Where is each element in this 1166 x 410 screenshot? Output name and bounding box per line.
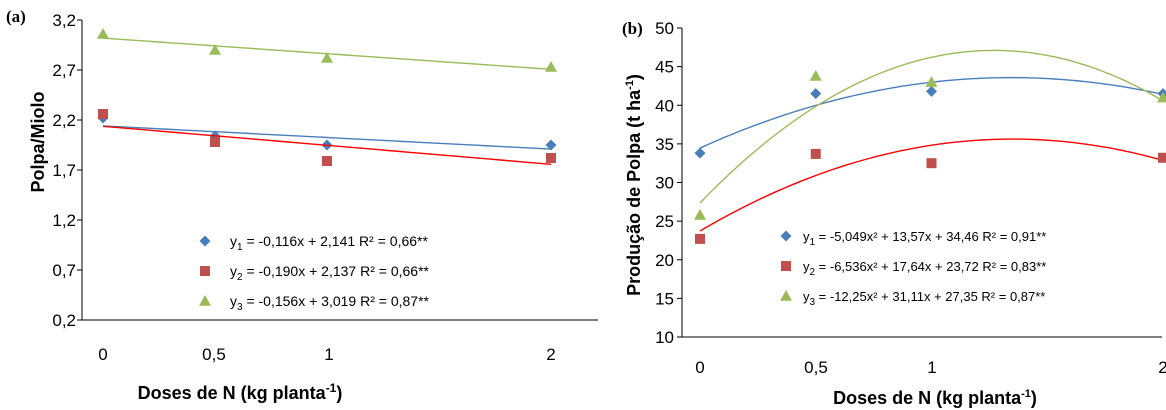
panel-b-x-tick-label: 1 [927, 358, 936, 377]
panel-b-point-series-1 [694, 147, 706, 159]
panel-a-legend-label-3: y3 = -0,156x + 3,019 R² = 0,87** [230, 293, 430, 313]
panel-a-point-series-3 [321, 52, 333, 63]
panel-b-trendline-3 [699, 49, 1164, 204]
panel-a-y-tick-label: 1,7 [52, 161, 76, 180]
panel-b-y-tick-label: 45 [655, 58, 674, 77]
panel-b-letter: (b) [622, 19, 643, 38]
panel-b-legend-label-2: y2 = -6,536x² + 17,64x + 23,72 R² = 0,83… [803, 259, 1046, 278]
panel-b-point-series-1 [926, 85, 937, 97]
panel-a-x-tick-label: 2 [546, 345, 555, 364]
panel-b-y-tick-label: 35 [655, 135, 674, 154]
panel-b-x-tick-label: 0,5 [804, 358, 828, 377]
panel-a-letter: (a) [6, 7, 26, 26]
panel-a-x-axis-title: Doses de N (kg planta-1) [138, 381, 343, 403]
panel-b-legend-label-1: y1 = -5,049x² + 13,57x + 34,46 R² = 0,91… [803, 229, 1046, 248]
panel-b-point-series-3 [694, 208, 706, 220]
panel-a-legend-label-2: y2 = -0,190x + 2,137 R² = 0,66** [230, 263, 430, 283]
panel-b-point-series-2 [810, 148, 821, 159]
panel-a-y-tick-label: 0,2 [52, 311, 76, 330]
panel-b-y-tick-label: 15 [655, 289, 674, 308]
panel-a-point-series-3 [545, 61, 557, 72]
panel-a-point-series-2 [98, 109, 108, 119]
panel-b-point-series-3 [925, 76, 938, 87]
panel-b-y-tick-label: 10 [655, 328, 674, 347]
panel-b-y-tick-label: 25 [655, 212, 674, 231]
panel-b-legend-label-3: y3 = -12,25x² + 31,11x + 27,35 R² = 0,87… [803, 289, 1045, 308]
panel-a-plot: 0,2 0,7 1,2 1,7 2,2 2,7 3,2 0 0,5 1 2 y1 = -0,116x … [52, 11, 598, 364]
panel-b-y-tick-label: 40 [655, 96, 674, 115]
panel-a-x-tick-label: 0 [98, 345, 107, 364]
panel-a-legend-marker-1 [199, 235, 211, 247]
panel-b-x-tick-label: 0 [695, 358, 704, 377]
panel-b-point-series-3 [809, 69, 822, 81]
panel-b-x-axis-title: Doses de N (kg planta-1) [833, 388, 1037, 408]
panel-a-y-tick-label: 3,2 [52, 11, 76, 30]
panel-b-trendline-2 [699, 138, 1164, 232]
panel-a-y-tick-label: 2,7 [52, 61, 76, 80]
panel-b-point-series-1 [810, 88, 822, 100]
panel-b-y-tick-label: 30 [655, 174, 674, 193]
panel-b-x-tick-label: 2 [1158, 358, 1166, 377]
panel-a-trendline-2 [102, 125, 552, 165]
panel-a-x-tick-label: 0,5 [202, 345, 226, 364]
panel-b-y-tick-label: 20 [655, 251, 674, 270]
panel-a-legend-marker-3 [199, 295, 211, 306]
panel-a-legend-label-1: y1 = -0,116x + 2,141 R² = 0,66** [230, 233, 428, 253]
panel-a-point-series-3 [97, 28, 109, 39]
panel-a-trendline-1 [102, 125, 552, 150]
panel-b-y-tick-label: 50 [655, 19, 674, 38]
panel-a-legend-marker-2 [200, 266, 210, 276]
panel-a-point-series-2 [322, 156, 332, 166]
panel-b-point-series-2 [1158, 152, 1166, 163]
panel-b-point-series-3 [1157, 91, 1166, 103]
panel-a-y-axis-title: Polpa/Miolo [28, 92, 48, 193]
panel-b-legend-marker-3 [780, 290, 792, 301]
panel-a-y-tick-label: 1,2 [52, 211, 76, 230]
panel-b-plot: 10 15 20 25 30 35 40 45 50 0 0,5 1 2 y1 = -5,049x² + … [655, 19, 1166, 377]
panel-a-point-series-3 [209, 44, 221, 55]
panel-b-y-axis-title: Produção de Polpa (t ha-1) [624, 74, 644, 296]
panel-a-y-tick-label: 0,7 [52, 261, 76, 280]
panel-a-point-series-2 [546, 153, 556, 163]
panel-a-x-tick-label: 1 [324, 345, 333, 364]
panel-a-point-series-1 [545, 139, 557, 151]
panel-b-legend-marker-2 [781, 261, 791, 271]
panel-b-point-series-2 [926, 158, 937, 169]
panel-b-point-series-2 [695, 233, 705, 244]
panel-b-legend-marker-1 [780, 230, 792, 242]
panel-a-y-tick-label: 2,2 [52, 111, 76, 130]
panel-a-point-series-2 [210, 137, 220, 147]
